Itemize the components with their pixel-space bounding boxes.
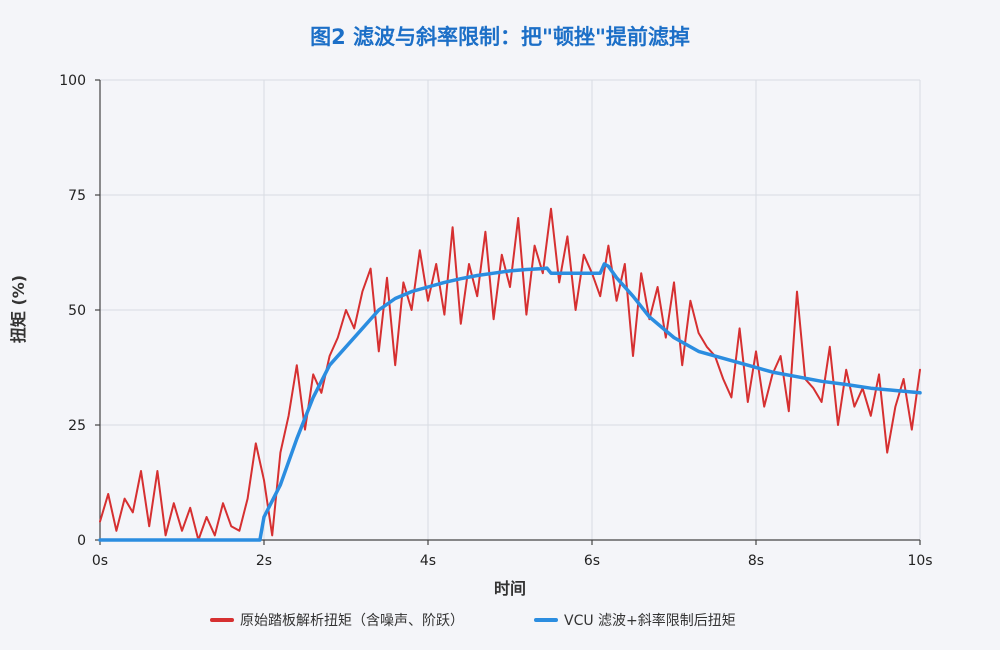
raw-torque-line bbox=[99, 207, 921, 541]
legend-item-raw: 原始踏板解析扭矩（含噪声、阶跃） bbox=[210, 613, 464, 629]
y-tick-label: 25 bbox=[68, 418, 86, 434]
x-tick-label: 10s bbox=[907, 553, 932, 569]
x-tick-label: 8s bbox=[748, 553, 764, 569]
grid bbox=[100, 79, 921, 540]
x-tick-label: 2s bbox=[256, 553, 272, 569]
y-tick-label: 0 bbox=[77, 533, 86, 549]
tick-labels: 0 25 50 75 100 0s 2s 4s 6s 8s 10s bbox=[59, 73, 932, 569]
y-tick-label: 50 bbox=[68, 303, 86, 319]
plot-area bbox=[98, 207, 922, 542]
x-tick-label: 6s bbox=[584, 553, 600, 569]
legend: 原始踏板解析扭矩（含噪声、阶跃） VCU 滤波+斜率限制后扭矩 bbox=[210, 612, 736, 629]
legend-item-filtered: VCU 滤波+斜率限制后扭矩 bbox=[534, 612, 736, 629]
legend-label: 原始踏板解析扭矩（含噪声、阶跃） bbox=[240, 613, 464, 629]
x-tick-label: 4s bbox=[420, 553, 436, 569]
y-axis-title: 扭矩 (%) bbox=[9, 275, 28, 343]
x-tick-label: 0s bbox=[92, 553, 108, 569]
filtered-torque-line bbox=[98, 262, 922, 542]
x-axis-title: 时间 bbox=[494, 579, 526, 598]
chart-title: 图2 滤波与斜率限制：把"顿挫"提前滤掉 bbox=[310, 25, 690, 49]
y-tick-label: 75 bbox=[68, 188, 86, 204]
y-tick-label: 100 bbox=[59, 73, 86, 89]
legend-label: VCU 滤波+斜率限制后扭矩 bbox=[564, 612, 736, 629]
